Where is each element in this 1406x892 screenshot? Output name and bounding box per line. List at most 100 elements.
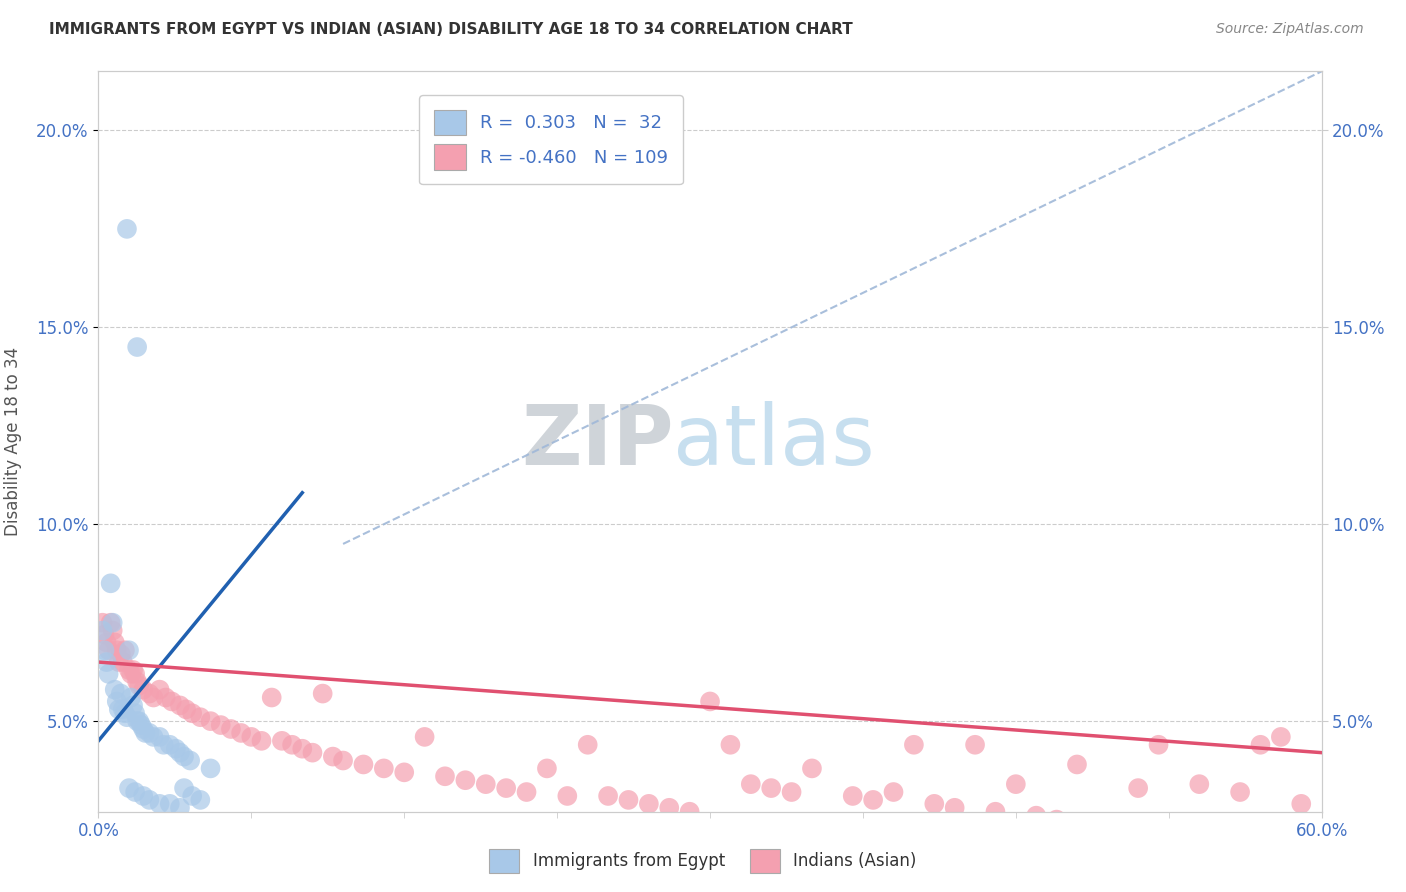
Point bbox=[1107, 821, 1129, 835]
Legend: Immigrants from Egypt, Indians (Asian): Immigrants from Egypt, Indians (Asian) bbox=[482, 842, 924, 880]
Point bbox=[413, 730, 436, 744]
Point bbox=[1270, 730, 1292, 744]
Point bbox=[598, 789, 620, 803]
Point bbox=[679, 805, 702, 819]
Point bbox=[110, 647, 132, 661]
Point bbox=[142, 690, 165, 705]
Point bbox=[761, 781, 783, 796]
Point bbox=[134, 726, 156, 740]
Point bbox=[173, 749, 195, 764]
Point bbox=[984, 805, 1007, 819]
Point bbox=[132, 682, 155, 697]
Point bbox=[111, 655, 134, 669]
Point bbox=[124, 666, 146, 681]
Point bbox=[96, 635, 118, 649]
Point bbox=[152, 738, 174, 752]
Point bbox=[1004, 777, 1026, 791]
Point bbox=[138, 726, 160, 740]
Point bbox=[281, 738, 304, 752]
Point bbox=[105, 643, 128, 657]
Point bbox=[101, 615, 124, 630]
Point bbox=[104, 682, 127, 697]
Point bbox=[801, 761, 824, 775]
Point bbox=[108, 655, 131, 669]
Point bbox=[115, 222, 138, 236]
Point bbox=[108, 702, 131, 716]
Point bbox=[718, 738, 742, 752]
Point bbox=[120, 666, 142, 681]
Point bbox=[149, 730, 172, 744]
Point bbox=[209, 718, 232, 732]
Point bbox=[174, 702, 197, 716]
Point bbox=[373, 761, 395, 775]
Point bbox=[200, 761, 222, 775]
Point bbox=[100, 615, 122, 630]
Point bbox=[1249, 738, 1271, 752]
Point bbox=[118, 781, 141, 796]
Point bbox=[219, 722, 242, 736]
Point bbox=[155, 690, 177, 705]
Point bbox=[883, 785, 905, 799]
Point bbox=[181, 789, 204, 803]
Point bbox=[101, 624, 124, 638]
Point bbox=[903, 738, 925, 752]
Point bbox=[96, 655, 118, 669]
Point bbox=[188, 710, 212, 724]
Point bbox=[536, 761, 558, 775]
Point bbox=[576, 738, 599, 752]
Point bbox=[127, 340, 149, 354]
Point bbox=[105, 694, 128, 708]
Point bbox=[104, 635, 127, 649]
Point bbox=[1291, 797, 1313, 811]
Point bbox=[142, 730, 165, 744]
Point bbox=[555, 789, 579, 803]
Point bbox=[127, 674, 149, 689]
Point bbox=[114, 643, 136, 657]
Point bbox=[231, 726, 253, 740]
Point bbox=[260, 690, 283, 705]
Point bbox=[1085, 816, 1108, 830]
Point bbox=[138, 687, 160, 701]
Point bbox=[1229, 785, 1251, 799]
Point bbox=[128, 679, 150, 693]
Point bbox=[118, 643, 141, 657]
Point bbox=[165, 741, 187, 756]
Point bbox=[114, 706, 136, 721]
Point bbox=[301, 746, 323, 760]
Point bbox=[780, 785, 803, 799]
Text: ZIP: ZIP bbox=[520, 401, 673, 482]
Point bbox=[128, 714, 150, 728]
Point bbox=[322, 749, 344, 764]
Point bbox=[129, 718, 152, 732]
Point bbox=[149, 682, 172, 697]
Point bbox=[124, 785, 146, 799]
Point bbox=[332, 754, 354, 768]
Point bbox=[179, 754, 201, 768]
Point bbox=[1025, 808, 1047, 822]
Point bbox=[132, 789, 155, 803]
Point bbox=[169, 698, 191, 713]
Point bbox=[922, 797, 945, 811]
Point bbox=[122, 698, 145, 713]
Point bbox=[392, 765, 416, 780]
Point bbox=[159, 797, 181, 811]
Point bbox=[97, 666, 120, 681]
Point bbox=[352, 757, 374, 772]
Point bbox=[97, 643, 120, 657]
Point bbox=[1128, 781, 1150, 796]
Point bbox=[160, 694, 183, 708]
Text: atlas: atlas bbox=[673, 401, 875, 482]
Point bbox=[495, 781, 517, 796]
Point bbox=[173, 781, 195, 796]
Point bbox=[862, 793, 884, 807]
Point bbox=[169, 746, 191, 760]
Point bbox=[118, 663, 141, 677]
Point bbox=[1167, 824, 1189, 838]
Point bbox=[111, 702, 134, 716]
Point bbox=[240, 730, 263, 744]
Point bbox=[1147, 738, 1170, 752]
Point bbox=[127, 714, 149, 728]
Point bbox=[200, 714, 222, 728]
Point bbox=[454, 773, 477, 788]
Point bbox=[699, 694, 721, 708]
